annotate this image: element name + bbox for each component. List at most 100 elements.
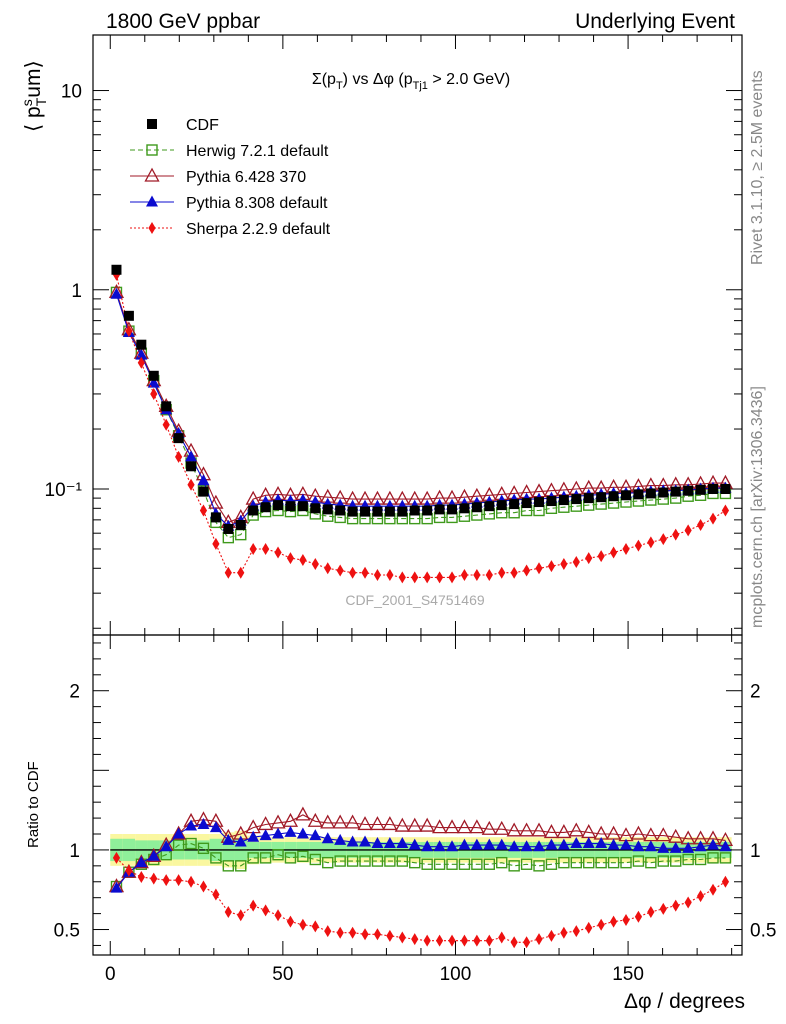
legend-label: CDF xyxy=(186,117,219,134)
ratio-point xyxy=(282,812,299,827)
ratio-point xyxy=(498,931,506,944)
ratio-point xyxy=(709,883,717,896)
ratio-point xyxy=(199,880,208,893)
ratio-point xyxy=(185,819,198,831)
ratio-point xyxy=(150,872,158,885)
y-tick-label-bottom: 1 xyxy=(69,841,80,862)
data-point xyxy=(372,506,383,517)
ratio-point xyxy=(359,855,371,867)
data-point xyxy=(322,504,333,515)
data-point xyxy=(173,433,184,444)
ratio-point xyxy=(247,852,259,864)
ratio-point xyxy=(249,899,257,912)
ratio-point xyxy=(645,856,657,869)
data-point xyxy=(521,498,532,509)
x-tick-label: 0 xyxy=(105,964,116,985)
data-point xyxy=(647,536,655,549)
ratio-point xyxy=(481,820,497,835)
data-point xyxy=(274,546,282,559)
legend-entry-sherpa: Sherpa 2.2.9 default xyxy=(130,221,331,238)
data-point xyxy=(398,571,406,584)
mcplots-info: mcplots.cern.ch [arXiv:1306.3436] xyxy=(749,386,766,628)
series-pythia8 xyxy=(110,287,732,893)
data-point xyxy=(608,491,619,502)
x-tick-label: 50 xyxy=(272,964,293,985)
ratio-point xyxy=(411,933,419,946)
data-point xyxy=(110,287,123,299)
data-point xyxy=(223,523,234,534)
data-point xyxy=(448,571,456,584)
ratio-point xyxy=(545,858,558,870)
ratio-point xyxy=(421,840,434,852)
data-point xyxy=(409,505,420,516)
ratio-point xyxy=(694,853,707,866)
ratio-point xyxy=(470,838,483,850)
ratio-point xyxy=(510,936,518,949)
ratio-point xyxy=(175,874,183,887)
ratio-point xyxy=(286,915,295,928)
legend-label: Pythia 8.308 default xyxy=(186,195,328,212)
ratio-point xyxy=(197,842,210,855)
ratio-point xyxy=(137,870,145,883)
ratio-point xyxy=(197,817,210,829)
ratio-point xyxy=(373,928,382,941)
ratio-point xyxy=(448,934,456,947)
data-point xyxy=(684,524,692,537)
ratio-point xyxy=(324,925,332,938)
ratio-point xyxy=(669,841,682,853)
ratio-point xyxy=(334,855,346,867)
legend-entry-herwig: Herwig 7.2.1 default xyxy=(130,143,329,160)
data-point xyxy=(572,556,580,569)
ratio-point xyxy=(297,850,309,862)
ratio-point xyxy=(670,855,682,867)
ratio-point xyxy=(535,933,543,946)
series-pythia6 xyxy=(108,284,734,893)
data-point xyxy=(235,519,246,530)
legend-label: Pythia 6.428 370 xyxy=(186,169,306,186)
ratio-point xyxy=(274,909,282,922)
ratio-point xyxy=(110,881,123,893)
data-point xyxy=(560,558,568,571)
ratio-point xyxy=(632,855,645,867)
ratio-point xyxy=(345,814,361,829)
legend-label: Herwig 7.2.1 default xyxy=(186,143,329,160)
data-point xyxy=(148,370,159,381)
ratio-point xyxy=(446,858,458,870)
series-cdf xyxy=(111,264,731,534)
data-point xyxy=(535,562,543,575)
data-point xyxy=(349,566,357,579)
data-point xyxy=(386,569,394,582)
y-tick-label-bottom: 2 xyxy=(69,682,80,703)
ratio-point xyxy=(597,918,605,931)
data-point xyxy=(596,492,607,503)
data-point xyxy=(397,506,408,517)
data-point xyxy=(659,533,667,546)
legend-entry-pythia6: Pythia 6.428 370 xyxy=(130,167,306,186)
ratio-point xyxy=(560,926,568,939)
data-point xyxy=(347,506,358,517)
data-point xyxy=(286,552,295,565)
ratio-point xyxy=(320,814,336,829)
data-point xyxy=(311,558,319,571)
ratio-point xyxy=(259,852,272,864)
ratio-point xyxy=(620,856,632,869)
data-point xyxy=(597,550,605,563)
ratio-point xyxy=(371,855,384,867)
ratio-point xyxy=(222,860,235,872)
data-point xyxy=(422,505,433,516)
data-point xyxy=(634,539,643,552)
ratio-point xyxy=(672,899,680,912)
ratio-point xyxy=(595,856,607,869)
data-point xyxy=(720,483,731,494)
data-point xyxy=(622,542,630,555)
ratio-point xyxy=(483,858,496,870)
ratio-point xyxy=(583,856,595,869)
ratio-point xyxy=(384,855,396,867)
ratio-point xyxy=(361,928,369,941)
ratio-point xyxy=(133,854,149,869)
data-point xyxy=(335,505,346,516)
legend-marker xyxy=(144,167,160,182)
y-tick-label-top: 1 xyxy=(71,281,82,302)
ratio-point xyxy=(696,890,705,903)
data-point xyxy=(198,486,209,497)
